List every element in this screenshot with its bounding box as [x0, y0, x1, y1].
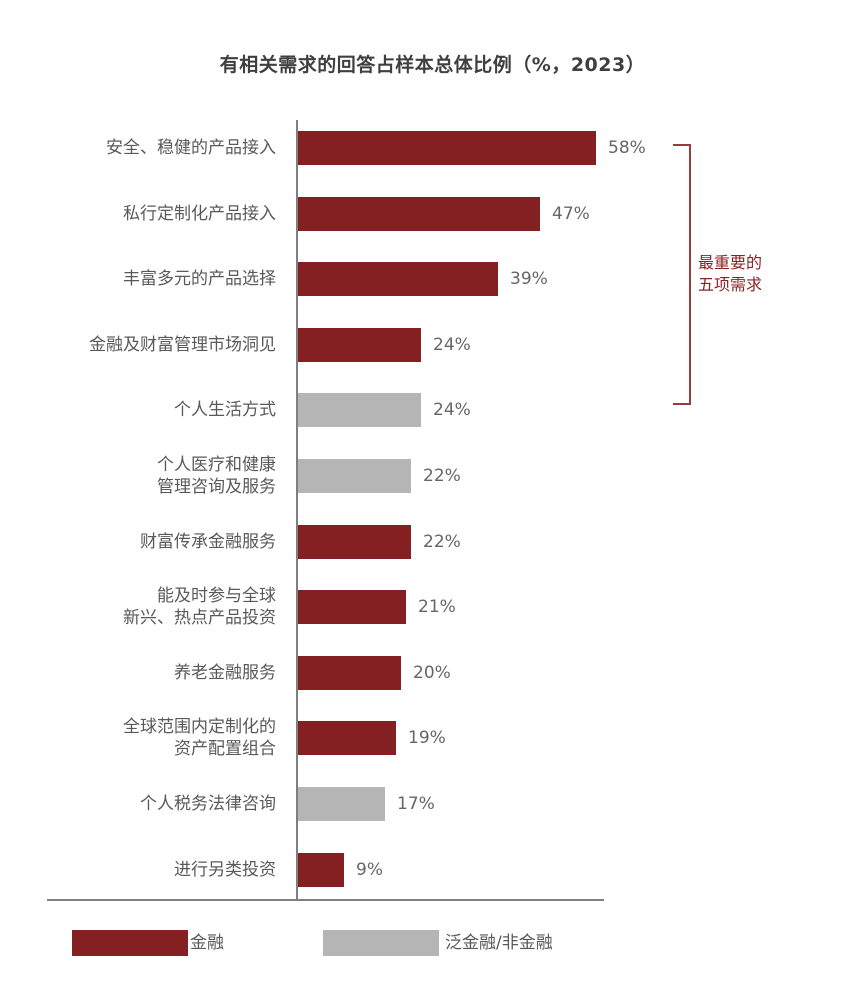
category-label-line-1: 安全、稳健的产品接入 [106, 138, 276, 158]
category-label-line-1: 进行另类投资 [174, 860, 276, 880]
bar-finance [298, 656, 401, 690]
annotation-line-1: 最重要的 [698, 253, 763, 272]
value-label: 22% [423, 466, 461, 486]
category-label-line-1: 个人医疗和健康 [157, 455, 276, 475]
value-label: 20% [413, 663, 451, 683]
category-label-line-1: 财富传承金融服务 [140, 532, 276, 552]
category-label-line-1: 全球范围内定制化的 [123, 717, 276, 737]
category-label-line-1: 养老金融服务 [174, 663, 276, 683]
bar-finance [298, 131, 596, 165]
category-label: 私行定制化产品接入 [16, 203, 276, 225]
category-label-line-1: 个人税务法律咨询 [140, 794, 276, 814]
value-label: 39% [510, 269, 548, 289]
value-label: 24% [433, 400, 471, 420]
legend-swatch-finance [72, 930, 188, 956]
category-label: 个人医疗和健康 管理咨询及服务 [16, 454, 276, 498]
category-label: 丰富多元的产品选择 [16, 268, 276, 290]
category-label: 全球范围内定制化的 资产配置组合 [16, 716, 276, 760]
bar-non-finance [298, 459, 411, 493]
category-label: 财富传承金融服务 [16, 531, 276, 553]
value-label: 17% [397, 794, 435, 814]
bar-finance [298, 328, 421, 362]
bar-finance [298, 721, 396, 755]
bar-non-finance [298, 393, 421, 427]
y-axis-line [296, 120, 298, 901]
annotation-line-2: 五项需求 [698, 275, 763, 294]
category-label-line-2: 新兴、热点产品投资 [123, 608, 276, 628]
category-label-line-1: 私行定制化产品接入 [123, 204, 276, 224]
top-five-annotation: 最重要的 五项需求 [698, 252, 762, 296]
value-label: 47% [552, 204, 590, 224]
value-label: 58% [608, 138, 646, 158]
category-label: 个人生活方式 [16, 399, 276, 421]
value-label: 19% [408, 728, 446, 748]
bar-finance [298, 590, 406, 624]
value-label: 9% [356, 860, 383, 880]
category-label: 能及时参与全球 新兴、热点产品投资 [16, 585, 276, 629]
legend-label-non-finance: 泛金融/非金融 [445, 933, 553, 953]
category-label-line-1: 能及时参与全球 [157, 586, 276, 606]
chart-title: 有相关需求的回答占样本总体比例（%，2023） [219, 54, 646, 76]
bar-finance [298, 197, 540, 231]
category-label: 养老金融服务 [16, 662, 276, 684]
legend-swatch-non-finance [323, 930, 439, 956]
category-label-line-1: 金融及财富管理市场洞见 [89, 335, 276, 355]
category-label: 安全、稳健的产品接入 [16, 137, 276, 159]
bar-finance [298, 853, 344, 887]
legend-label-finance: 金融 [190, 933, 224, 953]
category-label: 个人税务法律咨询 [16, 793, 276, 815]
bar-finance [298, 525, 411, 559]
top-five-bracket [673, 144, 691, 405]
value-label: 22% [423, 532, 461, 552]
bar-finance [298, 262, 498, 296]
x-axis-line [47, 899, 604, 901]
category-label-line-1: 个人生活方式 [174, 400, 276, 420]
category-label-line-2: 资产配置组合 [174, 739, 276, 759]
category-label-line-1: 丰富多元的产品选择 [123, 269, 276, 289]
value-label: 21% [418, 597, 456, 617]
category-label: 进行另类投资 [16, 859, 276, 881]
category-label: 金融及财富管理市场洞见 [16, 334, 276, 356]
category-label-line-2: 管理咨询及服务 [157, 477, 276, 497]
value-label: 24% [433, 335, 471, 355]
bar-non-finance [298, 787, 385, 821]
